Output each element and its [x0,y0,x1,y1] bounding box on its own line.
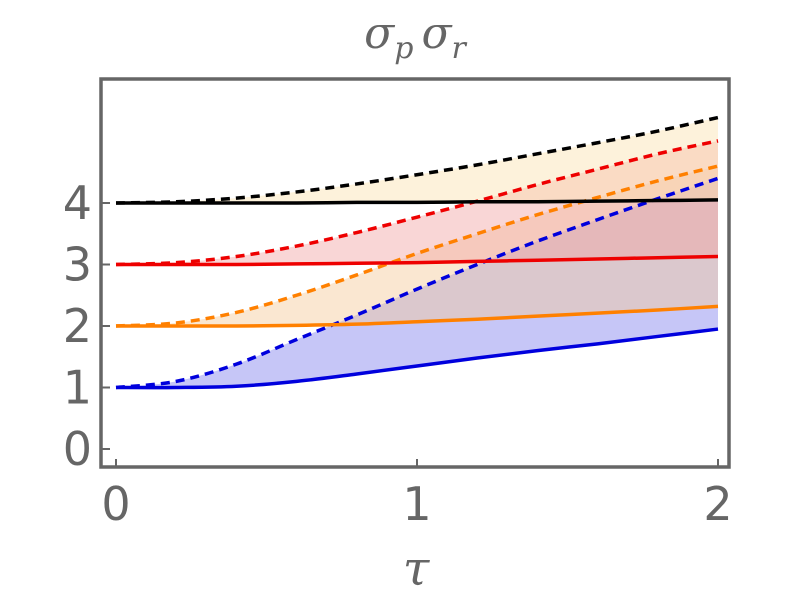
y-tick-label-2: 2 [63,299,92,353]
series-2-dashed-line [115,164,719,328]
series-3-band [116,140,718,265]
chart-title: σp σr [364,8,467,66]
x-axis-label: τ [403,541,431,597]
series-4-solid-line [116,198,719,205]
series-1-solid-line [115,327,719,390]
ticks-layer: 0 1 2 0 1 2 3 4 [63,176,733,531]
series-4-dashed-line [115,115,719,205]
series-3-solid-line [116,254,719,267]
lines-layer [115,115,719,390]
y-tick-label-1: 1 [63,361,92,415]
y-tick-label-0: 0 [63,422,92,476]
title-sigma-1: σ [364,8,396,59]
series-2-solid-line [116,304,719,328]
title-subscript-r: r [451,31,467,66]
fills-layer [116,117,718,388]
plot-frame [99,77,731,469]
title-sigma-2: σ [421,8,453,59]
x-tick-label-1: 1 [402,477,431,531]
y-tick-label-4: 4 [63,176,92,230]
x-tick-label-0: 0 [101,477,130,531]
title-subscript-p: p [394,31,413,66]
series-1-dashed-line [115,176,719,390]
series-4-band [116,117,718,204]
y-tick-label-3: 3 [63,238,92,292]
x-tick-label-2: 2 [703,477,732,531]
series-3-dashed-line [115,139,719,267]
